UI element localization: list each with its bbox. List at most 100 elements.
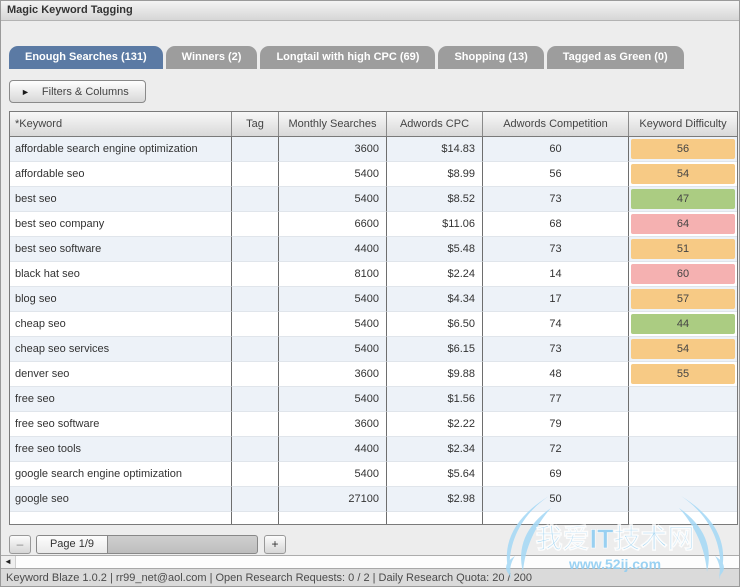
filters-columns-button[interactable]: ► Filters & Columns: [9, 80, 146, 103]
tab-shopping[interactable]: Shopping (13): [438, 46, 544, 69]
monthly-searches-cell: 3600: [279, 362, 387, 387]
tag-cell[interactable]: [232, 412, 279, 437]
table-row[interactable]: blog seo 5400 $4.34 17 57: [10, 287, 737, 312]
tag-cell[interactable]: [232, 462, 279, 487]
keyword-difficulty-cell: 56: [629, 137, 737, 162]
adwords-competition-cell: 68: [483, 212, 629, 237]
adwords-cpc-cell: $2.34: [387, 437, 483, 462]
keyword-difficulty-cell: 57: [629, 287, 737, 312]
adwords-cpc-cell: $8.99: [387, 162, 483, 187]
tag-cell[interactable]: [232, 137, 279, 162]
difficulty-badge: 57: [631, 289, 735, 309]
adwords-competition-cell: 17: [483, 287, 629, 312]
tab-enough-searches[interactable]: Enough Searches (131): [9, 46, 163, 69]
tag-cell[interactable]: [232, 237, 279, 262]
table-row[interactable]: best seo 5400 $8.52 73 47: [10, 187, 737, 212]
keyword-difficulty-cell: 60: [629, 262, 737, 287]
adwords-cpc-cell: $2.24: [387, 262, 483, 287]
keyword-cell: blog seo: [10, 287, 232, 312]
page-indicator-tab[interactable]: Page 1/9: [37, 535, 108, 553]
adwords-cpc-cell: $6.50: [387, 312, 483, 337]
difficulty-badge: 64: [631, 214, 735, 234]
keyword-difficulty-cell: [629, 387, 737, 412]
tab-bar: Enough Searches (131) Winners (2) Longtail…: [9, 46, 687, 69]
column-header-adwords-cpc[interactable]: Adwords CPC: [387, 112, 483, 136]
adwords-cpc-cell: $9.88: [387, 362, 483, 387]
column-header-keyword-difficulty[interactable]: Keyword Difficulty: [639, 118, 727, 130]
page-prev-button[interactable]: –: [9, 534, 31, 554]
table-row[interactable]: affordable seo 5400 $8.99 56 54: [10, 162, 737, 187]
horizontal-scrollbar[interactable]: ◄: [1, 555, 739, 568]
table-row[interactable]: black hat seo 8100 $2.24 14 60: [10, 262, 737, 287]
keyword-table: *Keyword Tag Monthly Searches Adwords CPC Ad…: [9, 111, 738, 525]
monthly-searches-cell: 27100: [279, 487, 387, 512]
keyword-difficulty-cell: 54: [629, 337, 737, 362]
table-row[interactable]: denver seo 3600 $9.88 48 55: [10, 362, 737, 387]
tab-tagged-green[interactable]: Tagged as Green (0): [546, 46, 684, 69]
table-row[interactable]: google search engine optimization 5400 $5.…: [10, 462, 737, 487]
filler-cell: [629, 512, 737, 524]
column-header-keyword[interactable]: *Keyword: [10, 112, 232, 136]
adwords-cpc-cell: $14.83: [387, 137, 483, 162]
keyword-cell: google seo: [10, 487, 232, 512]
column-header-adwords-competition[interactable]: Adwords Competition: [483, 112, 629, 136]
keyword-cell: cheap seo services: [10, 337, 232, 362]
filler-cell: [483, 512, 629, 524]
table-row[interactable]: cheap seo services 5400 $6.15 73 54: [10, 337, 737, 362]
difficulty-badge: 54: [631, 339, 735, 359]
tag-cell[interactable]: [232, 212, 279, 237]
table-row[interactable]: free seo tools 4400 $2.34 72: [10, 437, 737, 462]
table-row[interactable]: free seo 5400 $1.56 77: [10, 387, 737, 412]
difficulty-badge: 60: [631, 264, 735, 284]
tag-cell[interactable]: [232, 337, 279, 362]
adwords-competition-cell: 48: [483, 362, 629, 387]
scroll-track[interactable]: [16, 556, 739, 568]
page-next-button[interactable]: +: [264, 534, 286, 554]
keyword-cell: affordable search engine optimization: [10, 137, 232, 162]
table-body: affordable search engine optimization 360…: [10, 137, 737, 524]
expand-triangle-icon: ►: [21, 86, 30, 97]
column-header-monthly-searches[interactable]: Monthly Searches: [279, 112, 387, 136]
monthly-searches-cell: 5400: [279, 312, 387, 337]
table-row[interactable]: google seo 27100 $2.98 50: [10, 487, 737, 512]
table-row[interactable]: cheap seo 5400 $6.50 74 44: [10, 312, 737, 337]
monthly-searches-cell: 8100: [279, 262, 387, 287]
filler-cell: [279, 512, 387, 524]
tag-cell[interactable]: [232, 187, 279, 212]
table-filler-row: [10, 512, 737, 524]
adwords-competition-cell: 69: [483, 462, 629, 487]
tag-cell[interactable]: [232, 387, 279, 412]
monthly-searches-cell: 3600: [279, 412, 387, 437]
adwords-competition-cell: 79: [483, 412, 629, 437]
monthly-searches-cell: 5400: [279, 387, 387, 412]
keyword-cell: best seo company: [10, 212, 232, 237]
table-row[interactable]: free seo software 3600 $2.22 79: [10, 412, 737, 437]
table-row[interactable]: best seo company 6600 $11.06 68 64: [10, 212, 737, 237]
column-header-tag[interactable]: Tag: [232, 112, 279, 136]
tab-winners[interactable]: Winners (2): [165, 46, 258, 69]
table-row[interactable]: best seo software 4400 $5.48 73 51: [10, 237, 737, 262]
tag-cell[interactable]: [232, 362, 279, 387]
scroll-left-arrow-icon[interactable]: ◄: [1, 556, 16, 568]
adwords-cpc-cell: $4.34: [387, 287, 483, 312]
keyword-cell: denver seo: [10, 362, 232, 387]
tag-cell[interactable]: [232, 287, 279, 312]
table-row[interactable]: affordable search engine optimization 360…: [10, 137, 737, 162]
page-track[interactable]: [108, 536, 257, 553]
monthly-searches-cell: 5400: [279, 337, 387, 362]
page-strip: Page 1/9: [36, 534, 258, 554]
tag-cell[interactable]: [232, 262, 279, 287]
keyword-difficulty-cell: 44: [629, 312, 737, 337]
keyword-difficulty-cell: [629, 487, 737, 512]
tag-cell[interactable]: [232, 312, 279, 337]
tag-cell[interactable]: [232, 487, 279, 512]
tag-cell[interactable]: [232, 162, 279, 187]
monthly-searches-cell: 4400: [279, 237, 387, 262]
tag-cell[interactable]: [232, 437, 279, 462]
adwords-cpc-cell: $5.48: [387, 237, 483, 262]
keyword-difficulty-cell: [629, 462, 737, 487]
tab-longtail-high-cpc[interactable]: Longtail with high CPC (69): [260, 46, 436, 69]
difficulty-badge: 56: [631, 139, 735, 159]
keyword-cell: black hat seo: [10, 262, 232, 287]
